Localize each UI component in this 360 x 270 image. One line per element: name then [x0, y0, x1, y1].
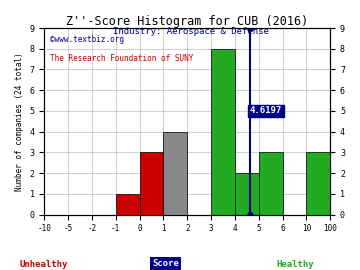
Bar	[163, 132, 187, 215]
Text: 4.6197: 4.6197	[250, 106, 282, 116]
Bar	[211, 49, 235, 215]
Bar	[140, 153, 163, 215]
Title: Z''-Score Histogram for CUB (2016): Z''-Score Histogram for CUB (2016)	[66, 15, 309, 28]
Text: Industry: Aerospace & Defense: Industry: Aerospace & Defense	[113, 27, 269, 36]
Y-axis label: Number of companies (24 total): Number of companies (24 total)	[15, 52, 24, 191]
Text: ©www.textbiz.org: ©www.textbiz.org	[50, 35, 124, 45]
Text: Score: Score	[152, 259, 179, 268]
Bar	[235, 173, 259, 215]
Text: The Research Foundation of SUNY: The Research Foundation of SUNY	[50, 54, 193, 63]
Text: Unhealthy: Unhealthy	[19, 260, 67, 269]
Bar	[116, 194, 140, 215]
Text: Healthy: Healthy	[276, 260, 314, 269]
Bar	[306, 153, 330, 215]
Bar	[259, 153, 283, 215]
